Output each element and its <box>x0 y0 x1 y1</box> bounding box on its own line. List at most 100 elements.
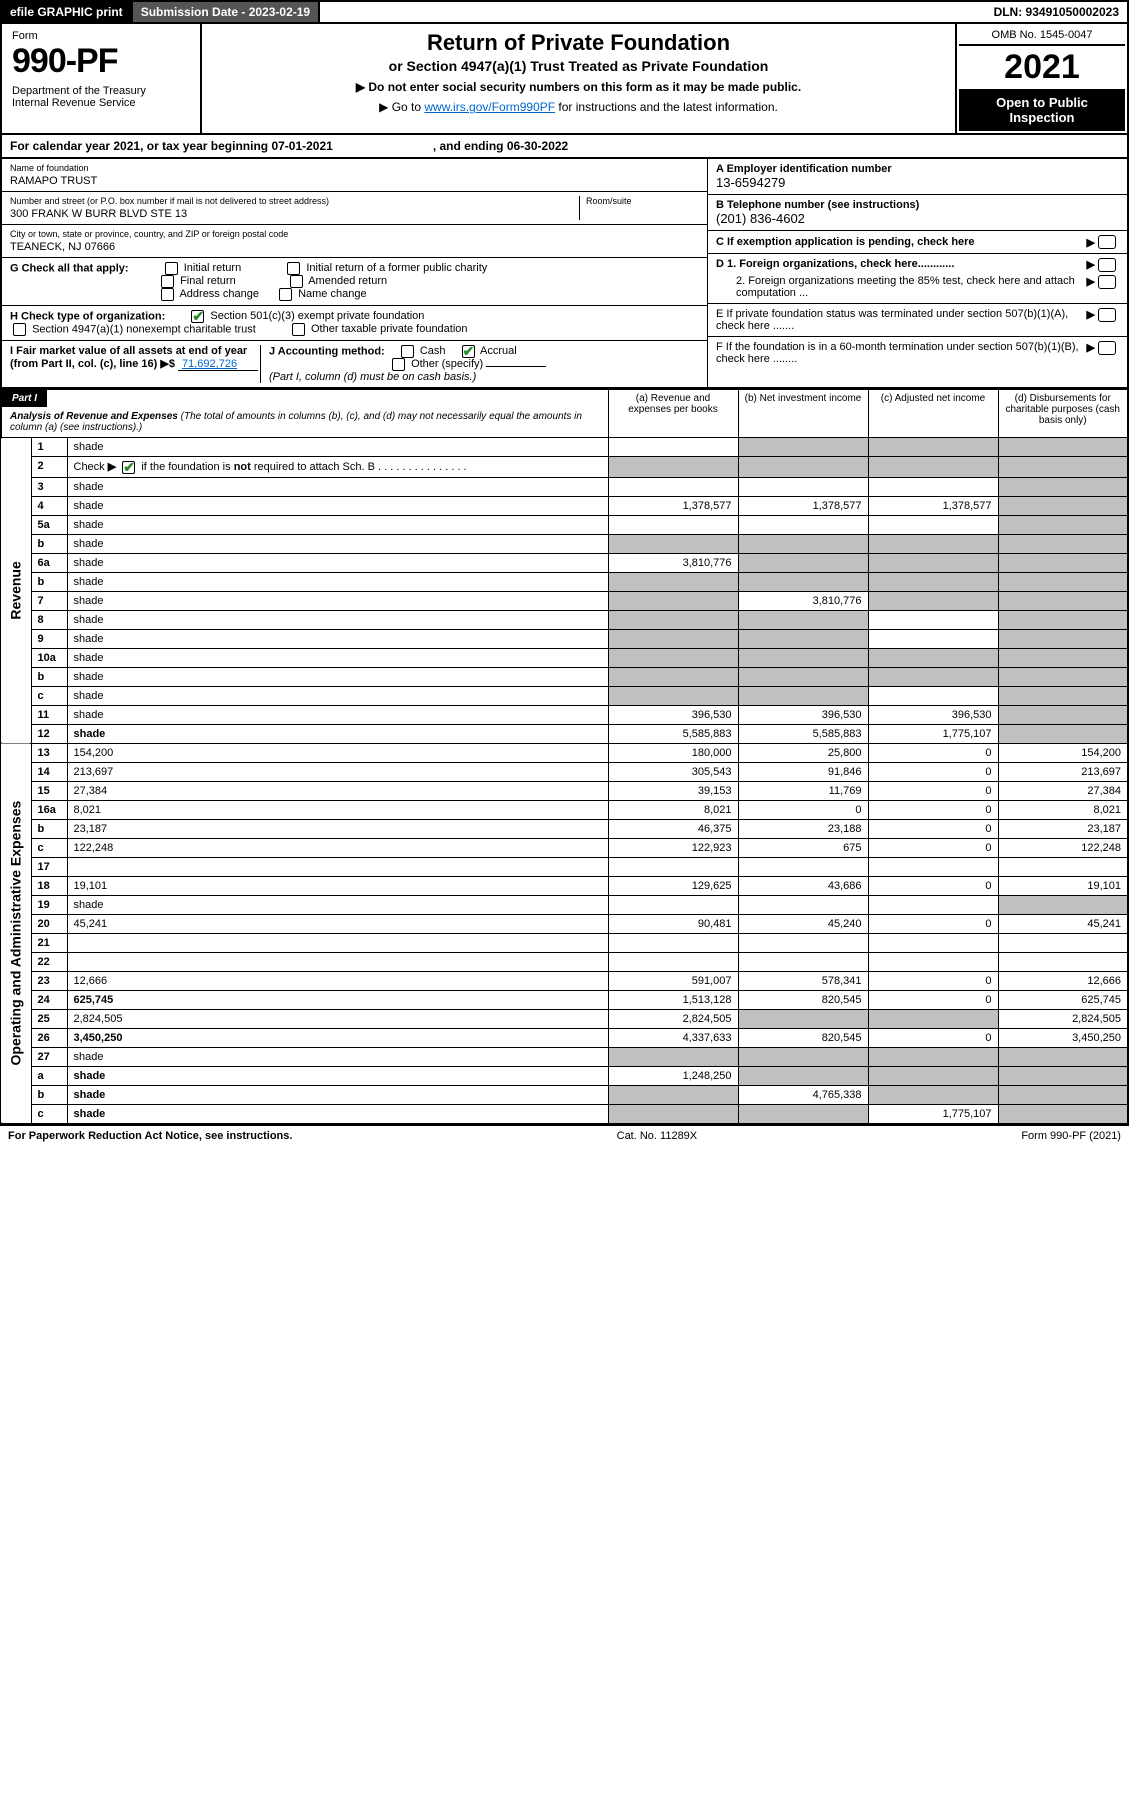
501c3-checkbox[interactable] <box>191 310 204 323</box>
row-number: b <box>31 667 67 686</box>
room-label: Room/suite <box>586 196 699 206</box>
cell-b: 43,686 <box>738 876 868 895</box>
cell-b <box>738 857 868 876</box>
open-to-public: Open to Public Inspection <box>959 89 1125 131</box>
cell-c <box>868 933 998 952</box>
table-row: 2045,24190,48145,240045,241 <box>1 914 1128 933</box>
cell-d <box>998 457 1128 478</box>
name-change-checkbox[interactable] <box>279 288 292 301</box>
cell-c: 0 <box>868 914 998 933</box>
row-desc: shade <box>67 1104 608 1124</box>
i-value[interactable]: 71,692,726 <box>178 358 258 371</box>
cell-b <box>738 667 868 686</box>
cell-d <box>998 629 1128 648</box>
cell-a: 129,625 <box>608 876 738 895</box>
cell-b <box>738 438 868 457</box>
cell-d <box>998 610 1128 629</box>
cell-c: 0 <box>868 762 998 781</box>
cell-b: 23,188 <box>738 819 868 838</box>
4947-checkbox[interactable] <box>13 323 26 336</box>
row-desc: 2,824,505 <box>67 1009 608 1028</box>
cell-d: 12,666 <box>998 971 1128 990</box>
cell-c <box>868 1047 998 1066</box>
cash-checkbox[interactable] <box>401 345 414 358</box>
cell-b <box>738 1104 868 1124</box>
cell-b: 675 <box>738 838 868 857</box>
schb-checkbox[interactable] <box>122 461 135 474</box>
foundation-name: RAMAPO TRUST <box>10 175 699 187</box>
row-number: 19 <box>31 895 67 914</box>
cell-b <box>738 686 868 705</box>
f-label: F If the foundation is in a 60-month ter… <box>716 341 1087 365</box>
row-desc: 625,745 <box>67 990 608 1009</box>
d2-checkbox[interactable] <box>1098 275 1116 289</box>
row-desc: shade <box>67 610 608 629</box>
accrual-checkbox[interactable] <box>462 345 475 358</box>
table-row: Operating and Administrative Expenses131… <box>1 743 1128 762</box>
efile-label: efile GRAPHIC print <box>2 2 133 22</box>
col-d-header: (d) Disbursements for charitable purpose… <box>998 390 1128 438</box>
form-subtitle: or Section 4947(a)(1) Trust Treated as P… <box>208 58 949 74</box>
amended-return-checkbox[interactable] <box>290 275 303 288</box>
row-number: a <box>31 1066 67 1085</box>
cell-c <box>868 1009 998 1028</box>
cell-c <box>868 553 998 572</box>
cell-d <box>998 933 1128 952</box>
row-number: 14 <box>31 762 67 781</box>
f-checkbox[interactable] <box>1098 341 1116 355</box>
cell-c <box>868 477 998 496</box>
cell-c <box>868 572 998 591</box>
initial-return-checkbox[interactable] <box>165 262 178 275</box>
row-desc: shade <box>67 1047 608 1066</box>
note-link: ▶ Go to www.irs.gov/Form990PF for instru… <box>208 100 949 114</box>
cell-c: 0 <box>868 876 998 895</box>
address-change-checkbox[interactable] <box>161 288 174 301</box>
g-row: G Check all that apply: Initial return I… <box>2 258 707 306</box>
cell-a: 5,585,883 <box>608 724 738 743</box>
cell-a <box>608 438 738 457</box>
row-desc: shade <box>67 438 608 457</box>
table-row: 10ashade <box>1 648 1128 667</box>
cell-d <box>998 648 1128 667</box>
row-desc: shade <box>67 667 608 686</box>
cell-c <box>868 629 998 648</box>
other-method-checkbox[interactable] <box>392 358 405 371</box>
cell-b <box>738 629 868 648</box>
final-return-checkbox[interactable] <box>161 275 174 288</box>
part1-label: Part I <box>2 390 47 407</box>
row-number: 16a <box>31 800 67 819</box>
initial-public-checkbox[interactable] <box>287 262 300 275</box>
cell-a <box>608 610 738 629</box>
c-checkbox[interactable] <box>1098 235 1116 249</box>
row-desc: shade <box>67 496 608 515</box>
cell-d <box>998 534 1128 553</box>
cell-c: 396,530 <box>868 705 998 724</box>
col-b-header: (b) Net investment income <box>738 390 868 438</box>
d1-checkbox[interactable] <box>1098 258 1116 272</box>
cell-b: 820,545 <box>738 990 868 1009</box>
cell-d <box>998 705 1128 724</box>
instructions-link[interactable]: www.irs.gov/Form990PF <box>424 100 555 114</box>
cell-c <box>868 534 998 553</box>
cell-b <box>738 477 868 496</box>
other-taxable-checkbox[interactable] <box>292 323 305 336</box>
cell-d: 122,248 <box>998 838 1128 857</box>
cell-d <box>998 496 1128 515</box>
table-row: 2Check ▶ if the foundation is not requir… <box>1 457 1128 478</box>
table-row: b23,18746,37523,188023,187 <box>1 819 1128 838</box>
row-desc <box>67 857 608 876</box>
cell-d <box>998 477 1128 496</box>
cell-c <box>868 1085 998 1104</box>
cell-d <box>998 572 1128 591</box>
cell-d <box>998 1085 1128 1104</box>
row-desc: shade <box>67 705 608 724</box>
cell-c: 0 <box>868 819 998 838</box>
cell-c <box>868 895 998 914</box>
cell-d <box>998 553 1128 572</box>
b-label: B Telephone number (see instructions) <box>716 199 919 211</box>
cell-a: 122,923 <box>608 838 738 857</box>
cell-c <box>868 667 998 686</box>
row-number: b <box>31 819 67 838</box>
table-row: bshade <box>1 534 1128 553</box>
e-checkbox[interactable] <box>1098 308 1116 322</box>
